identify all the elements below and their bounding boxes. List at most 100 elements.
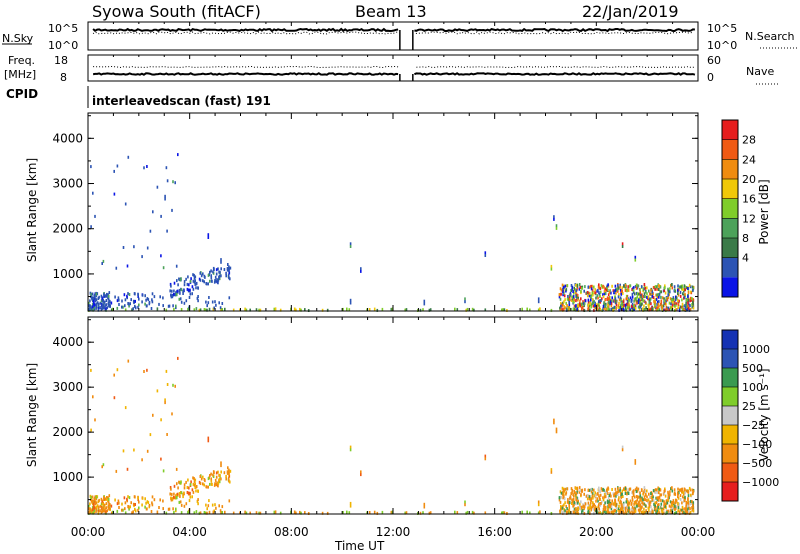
echo-cell bbox=[651, 510, 653, 514]
echo-cell bbox=[597, 504, 600, 508]
echo-cell bbox=[687, 291, 690, 294]
echo-cell bbox=[632, 493, 635, 497]
echo-cell bbox=[227, 471, 230, 475]
echo-cell bbox=[660, 493, 662, 497]
echo-cell bbox=[689, 299, 691, 303]
echo-cell bbox=[148, 300, 151, 304]
echo-cell bbox=[681, 501, 683, 505]
echo-cell bbox=[560, 507, 562, 511]
echo-cell bbox=[156, 307, 159, 311]
echo-cell bbox=[610, 510, 613, 514]
echo-cell bbox=[651, 290, 654, 294]
echo-cell bbox=[620, 495, 623, 499]
nave-tick-low: 0 bbox=[707, 71, 714, 84]
echo-cell bbox=[590, 287, 593, 291]
echo-cell bbox=[611, 502, 613, 506]
echo-cell bbox=[590, 298, 592, 302]
echo-cell bbox=[560, 292, 562, 296]
echo-cell bbox=[568, 306, 571, 310]
echo-cell bbox=[124, 202, 127, 206]
echo-cell bbox=[214, 279, 216, 283]
echo-cell bbox=[588, 285, 591, 289]
echo-cell bbox=[669, 490, 671, 494]
echo-cell bbox=[180, 288, 183, 292]
echo-cell bbox=[183, 504, 186, 508]
echo-cell bbox=[642, 502, 644, 506]
echo-cell bbox=[575, 502, 577, 506]
echo-cell bbox=[197, 299, 199, 303]
echo-cell bbox=[219, 509, 222, 513]
echo-cell bbox=[122, 449, 125, 453]
echo-cell bbox=[638, 504, 640, 508]
echo-cell bbox=[612, 289, 615, 293]
echo-cell bbox=[187, 307, 190, 311]
echo-cell bbox=[103, 292, 105, 296]
date-title: 22/Jan/2019 bbox=[582, 2, 679, 21]
echo-cell bbox=[211, 483, 213, 486]
echo-cell bbox=[207, 301, 210, 305]
echo-cell bbox=[572, 498, 575, 502]
velocity-colorbar-swatch bbox=[722, 425, 738, 444]
echo-cell bbox=[603, 509, 605, 513]
echo-cell bbox=[88, 304, 90, 308]
echo-cell bbox=[586, 497, 589, 501]
echo-cell bbox=[587, 298, 590, 302]
echo-cell bbox=[158, 506, 160, 509]
echo-cell bbox=[575, 289, 578, 293]
echo-cell bbox=[189, 483, 192, 486]
echo-cell bbox=[634, 506, 636, 510]
echo-cell bbox=[630, 502, 633, 506]
echo-cell bbox=[634, 306, 637, 310]
echo-cell bbox=[598, 496, 601, 500]
echo-cell bbox=[228, 276, 230, 280]
echo-cell bbox=[360, 269, 362, 273]
echo-cell bbox=[618, 308, 620, 312]
echo-cell bbox=[568, 295, 571, 299]
echo-cell bbox=[609, 505, 612, 508]
echo-cell bbox=[575, 511, 577, 515]
echo-cell bbox=[564, 487, 567, 491]
echo-cell bbox=[473, 511, 475, 515]
echo-cell bbox=[558, 295, 561, 299]
echo-cell bbox=[112, 307, 114, 311]
echo-cell bbox=[611, 299, 613, 303]
echo-cell bbox=[671, 306, 674, 310]
echo-cell bbox=[108, 506, 111, 510]
echo-cell bbox=[602, 293, 604, 297]
echo-cell bbox=[631, 498, 634, 502]
echo-cell bbox=[665, 308, 667, 312]
echo-cell bbox=[590, 305, 592, 309]
echo-cell bbox=[562, 493, 564, 497]
echo-cell bbox=[568, 501, 571, 504]
echo-cell bbox=[638, 511, 641, 515]
power-colorbar-tick: 20 bbox=[742, 173, 756, 186]
echo-cell bbox=[419, 511, 422, 515]
echo-cell bbox=[661, 296, 664, 300]
echo-cell bbox=[692, 490, 695, 494]
echo-cell bbox=[634, 495, 636, 499]
echo-cell bbox=[91, 292, 94, 296]
echo-cell bbox=[647, 500, 649, 504]
echo-cell bbox=[225, 477, 227, 481]
echo-cell bbox=[227, 268, 230, 272]
echo-cell bbox=[658, 300, 660, 304]
echo-cell bbox=[565, 491, 568, 495]
echo-cell bbox=[650, 302, 652, 306]
echo-cell bbox=[580, 303, 582, 307]
echo-cell bbox=[321, 511, 324, 515]
echo-cell bbox=[172, 304, 174, 308]
echo-cell bbox=[572, 510, 575, 514]
echo-cell bbox=[562, 510, 565, 514]
echo-cell bbox=[156, 510, 159, 514]
echo-cell bbox=[144, 505, 146, 509]
power-colorbar-tick: 24 bbox=[742, 153, 756, 166]
echo-cell bbox=[159, 295, 161, 299]
echo-cell bbox=[199, 475, 202, 478]
echo-cell bbox=[625, 511, 627, 515]
echo-cell bbox=[381, 307, 384, 311]
echo-cell bbox=[99, 504, 102, 508]
echo-cell bbox=[658, 511, 661, 515]
echo-cell bbox=[593, 291, 596, 295]
echo-cell bbox=[89, 299, 91, 303]
